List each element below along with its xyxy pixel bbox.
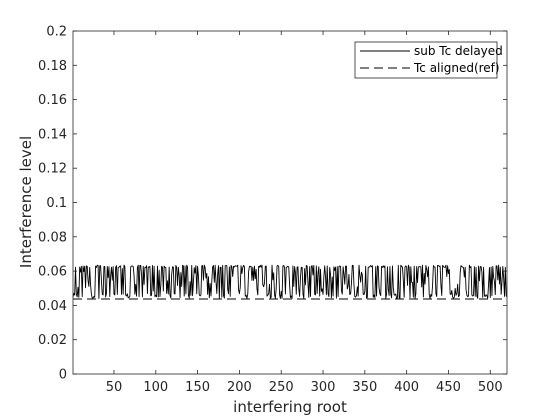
- x-axis-label: interfering root: [233, 398, 347, 416]
- y-tick-label: 0.18: [38, 59, 67, 74]
- y-tick-label: 0.02: [38, 333, 67, 348]
- legend-entry-sub-tc-delayed: sub Tc delayed: [414, 44, 503, 58]
- y-tick-label: 0.1: [46, 196, 67, 211]
- x-tick-label: 250: [269, 380, 294, 395]
- y-axis-label: Interference level: [17, 136, 35, 268]
- x-tick-label: 450: [436, 380, 461, 395]
- y-tick-label: 0.12: [38, 162, 67, 177]
- y-tick-label: 0.2: [46, 25, 67, 40]
- y-tick-label: 0.16: [38, 93, 67, 108]
- x-tick-label: 150: [185, 380, 210, 395]
- x-tick-label: 50: [106, 380, 123, 395]
- legend-box: [354, 41, 498, 79]
- series-layer: [72, 264, 508, 300]
- x-tick-label: 100: [143, 380, 168, 395]
- plot-area: [73, 31, 507, 374]
- x-tick-label: 200: [227, 380, 252, 395]
- x-tick-label: 300: [311, 380, 336, 395]
- x-tick-label: 400: [394, 380, 419, 395]
- y-tick-label: 0.04: [38, 299, 67, 314]
- legend: sub Tc delayed Tc aligned(ref): [354, 41, 503, 79]
- y-tick-label: 0: [59, 368, 67, 383]
- legend-entry-tc-aligned-ref: Tc aligned(ref): [413, 61, 500, 75]
- y-tick-label: 0.06: [38, 265, 67, 280]
- x-tick-label: 350: [352, 380, 377, 395]
- x-tick-label: 500: [478, 380, 503, 395]
- y-tick-label: 0.08: [38, 230, 67, 245]
- ticks-layer: 0 0.02 0.04 0.06 0.08 0.1 0.12 0.14 0.16 0.18 0.2 5…: [38, 25, 507, 395]
- y-tick-label: 0.14: [38, 127, 67, 142]
- series-line-sub-tc-delayed: [72, 264, 508, 299]
